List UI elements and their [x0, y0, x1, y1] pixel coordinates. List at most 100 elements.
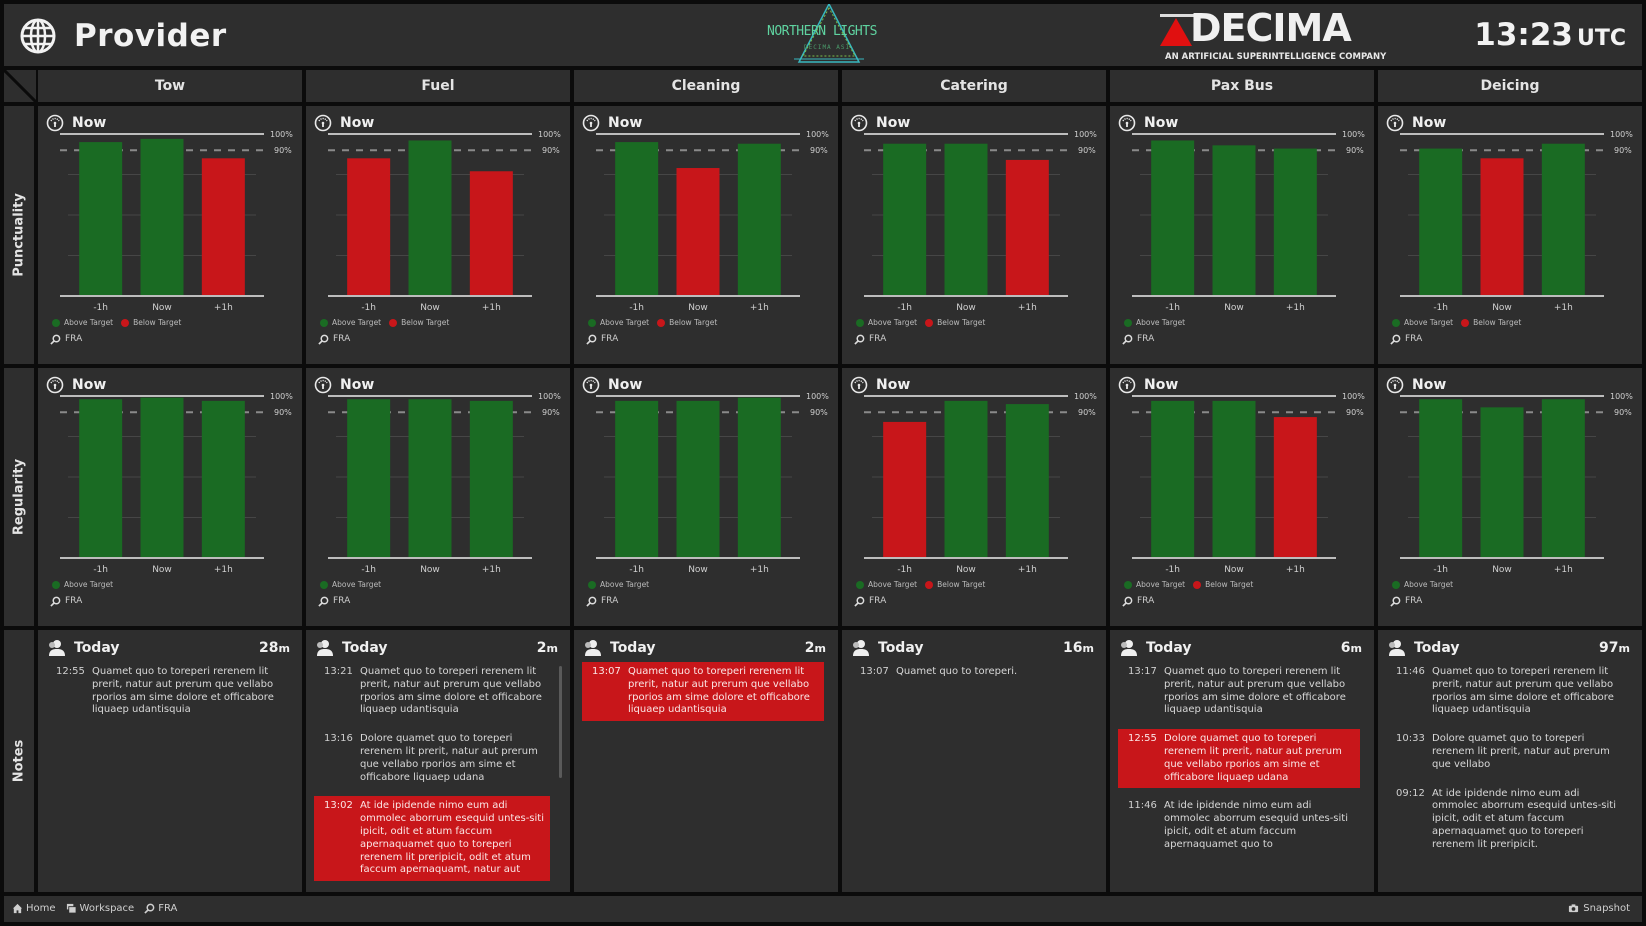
- users-icon: [1121, 640, 1137, 656]
- notes-header-label: Today: [878, 640, 924, 656]
- chart-panel-punctuality-tow[interactable]: Now 100% 90% -1h Now +1h Above Target Below Tar…: [38, 106, 302, 364]
- notes-age-value: 2: [536, 639, 547, 656]
- chart-panel-punctuality-fuel[interactable]: Now 100% 90% -1h Now +1h Above Target Below Tar…: [306, 106, 570, 364]
- chart-panel-regularity-pax-bus[interactable]: Now 100% 90% -1h Now +1h Above Target Below Tar…: [1110, 368, 1374, 626]
- location-filter[interactable]: FRA: [50, 334, 82, 345]
- note-item[interactable]: 09:12 At ide ipidende nimo eum adi ommole…: [1386, 784, 1628, 856]
- column-header-pax-bus[interactable]: Pax Bus: [1110, 70, 1374, 102]
- snapshot-button[interactable]: Snapshot: [1568, 902, 1630, 915]
- note-item[interactable]: 13:07 Quamet quo to toreperi.: [850, 662, 1092, 683]
- chart-legend: Above Target Below Target: [1124, 580, 1253, 589]
- legend-item: Above Target: [588, 580, 649, 589]
- row-header-label: Punctuality: [11, 193, 27, 277]
- location-filter[interactable]: FRA: [50, 596, 82, 607]
- notes-scrollbar[interactable]: [559, 666, 562, 778]
- note-item[interactable]: 11:46 At ide ipidende nimo eum adi ommole…: [1118, 796, 1360, 855]
- bar-now: [1480, 407, 1524, 558]
- note-text: At ide ipidende nimo eum adi ommolec abo…: [1432, 787, 1616, 850]
- notes-panel-fuel[interactable]: Today 2m 13:21 Quamet quo to toreperi reren…: [306, 630, 570, 892]
- notes-header: Today 16m: [850, 638, 1094, 658]
- notes-panel-catering[interactable]: Today 16m 13:07 Quamet quo to toreperi.: [842, 630, 1106, 892]
- note-item[interactable]: 12:55 Quamet quo to toreperi rerenem lit …: [46, 662, 288, 721]
- notes-list[interactable]: 11:46 Quamet quo to toreperi rerenem lit …: [1386, 662, 1628, 888]
- notes-list[interactable]: 13:07 Quamet quo to toreperi rerenem lit …: [582, 662, 824, 888]
- bar-chart: 100% 90% -1h Now +1h: [1400, 392, 1633, 575]
- ref-label-90: 90%: [1346, 408, 1364, 417]
- location-filter[interactable]: FRA: [1122, 334, 1154, 345]
- legend-label: Below Target: [669, 318, 718, 327]
- location-filter[interactable]: FRA: [1390, 596, 1422, 607]
- home-icon: [12, 903, 23, 914]
- location-filter[interactable]: FRA: [1390, 334, 1422, 345]
- column-header-cleaning[interactable]: Cleaning: [574, 70, 838, 102]
- x-tick-label: Now: [152, 303, 172, 313]
- note-item-alert[interactable]: 12:55 Dolore quamet quo to toreperi reren…: [1118, 729, 1360, 789]
- column-header-deicing[interactable]: Deicing: [1378, 70, 1642, 102]
- note-item[interactable]: 13:17 Quamet quo to toreperi rerenem lit …: [1118, 662, 1360, 721]
- x-tick-label: -1h: [361, 565, 376, 575]
- location-filter[interactable]: FRA: [318, 596, 350, 607]
- notes-list[interactable]: 13:17 Quamet quo to toreperi rerenem lit …: [1118, 662, 1360, 888]
- note-item[interactable]: 13:16 Dolore quamet quo to toreperi reren…: [314, 729, 550, 788]
- notes-list[interactable]: 13:07 Quamet quo to toreperi.: [850, 662, 1092, 888]
- note-time: 13:02: [324, 800, 353, 812]
- location-filter[interactable]: FRA: [854, 334, 886, 345]
- notes-list[interactable]: 13:21 Quamet quo to toreperi rerenem lit …: [314, 662, 550, 888]
- column-header-tow[interactable]: Tow: [38, 70, 302, 102]
- column-header-fuel[interactable]: Fuel: [306, 70, 570, 102]
- location-label: FRA: [333, 596, 351, 606]
- bar-chart: 100% 90% -1h Now +1h: [60, 130, 293, 313]
- note-item-alert[interactable]: 13:07 Quamet quo to toreperi rerenem lit …: [582, 662, 824, 722]
- bar-minus1h: [1151, 140, 1195, 296]
- footer-link-fra[interactable]: FRA: [144, 902, 177, 915]
- chart-panel-punctuality-pax-bus[interactable]: Now 100% 90% -1h Now +1h Above Target FRA: [1110, 106, 1374, 364]
- chart-header: Now: [1386, 376, 1446, 394]
- chart-panel-punctuality-deicing[interactable]: Now 100% 90% -1h Now +1h Above Target Below Tar…: [1378, 106, 1642, 364]
- notes-panel-cleaning[interactable]: Today 2m 13:07 Quamet quo to toreperi reren…: [574, 630, 838, 892]
- legend-item: Below Target: [389, 318, 449, 327]
- note-time: 13:16: [324, 733, 353, 745]
- chart-panel-punctuality-cleaning[interactable]: Now 100% 90% -1h Now +1h Above Target Below Tar…: [574, 106, 838, 364]
- utc-clock: 13:23 UTC: [1474, 16, 1626, 58]
- chart-panel-regularity-cleaning[interactable]: Now 100% 90% -1h Now +1h Above Target FRA: [574, 368, 838, 626]
- chart-panel-regularity-fuel[interactable]: Now 100% 90% -1h Now +1h Above Target FRA: [306, 368, 570, 626]
- note-item[interactable]: 13:21 Quamet quo to toreperi rerenem lit …: [314, 662, 550, 721]
- notes-list[interactable]: 12:55 Quamet quo to toreperi rerenem lit …: [46, 662, 288, 888]
- chart-panel-regularity-tow[interactable]: Now 100% 90% -1h Now +1h Above Target FRA: [38, 368, 302, 626]
- legend-dot-above: [588, 580, 596, 589]
- notes-panel-tow[interactable]: Today 28m 12:55 Quamet quo to toreperi rere…: [38, 630, 302, 892]
- bar-chart: 100% 90% -1h Now +1h: [328, 392, 561, 575]
- note-item[interactable]: 10:33 Dolore quamet quo to toreperi reren…: [1386, 729, 1628, 775]
- x-tick-label: Now: [956, 303, 976, 313]
- chart-header-label: Now: [1144, 377, 1179, 393]
- location-filter[interactable]: FRA: [1122, 596, 1154, 607]
- note-item-alert[interactable]: 13:02 At ide ipidende nimo eum adi ommole…: [314, 796, 550, 882]
- ref-label-90: 90%: [1078, 408, 1096, 417]
- note-item[interactable]: 11:46 Quamet quo to toreperi rerenem lit …: [1386, 662, 1628, 721]
- location-filter[interactable]: FRA: [586, 596, 618, 607]
- chart-panel-regularity-deicing[interactable]: Now 100% 90% -1h Now +1h Above Target FRA: [1378, 368, 1642, 626]
- footer-link-home[interactable]: Home: [12, 902, 56, 915]
- column-header-catering[interactable]: Catering: [842, 70, 1106, 102]
- notes-panel-pax-bus[interactable]: Today 6m 13:17 Quamet quo to toreperi reren…: [1110, 630, 1374, 892]
- x-tick-label: +1h: [1554, 565, 1573, 575]
- location-filter[interactable]: FRA: [586, 334, 618, 345]
- search-icon: [1390, 334, 1401, 345]
- bar-minus1h: [347, 158, 391, 296]
- legend-label: Above Target: [332, 318, 382, 327]
- location-filter[interactable]: FRA: [318, 334, 350, 345]
- note-time: 13:21: [324, 666, 353, 677]
- chart-panel-punctuality-catering[interactable]: Now 100% 90% -1h Now +1h Above Target Below Tar…: [842, 106, 1106, 364]
- search-icon: [586, 334, 597, 345]
- x-tick-label: -1h: [629, 303, 644, 313]
- bar-now: [676, 400, 720, 558]
- triangle-logo-icon: [794, 4, 864, 63]
- x-tick-label: Now: [1492, 303, 1512, 313]
- legend-label: Above Target: [868, 318, 918, 327]
- footer-link-workspace[interactable]: Workspace: [66, 902, 134, 915]
- ref-label-90: 90%: [1614, 408, 1632, 417]
- chart-panel-regularity-catering[interactable]: Now 100% 90% -1h Now +1h Above Target Below Tar…: [842, 368, 1106, 626]
- bar-now: [944, 400, 988, 558]
- location-filter[interactable]: FRA: [854, 596, 886, 607]
- notes-panel-deicing[interactable]: Today 97m 11:46 Quamet quo to toreperi rere…: [1378, 630, 1642, 892]
